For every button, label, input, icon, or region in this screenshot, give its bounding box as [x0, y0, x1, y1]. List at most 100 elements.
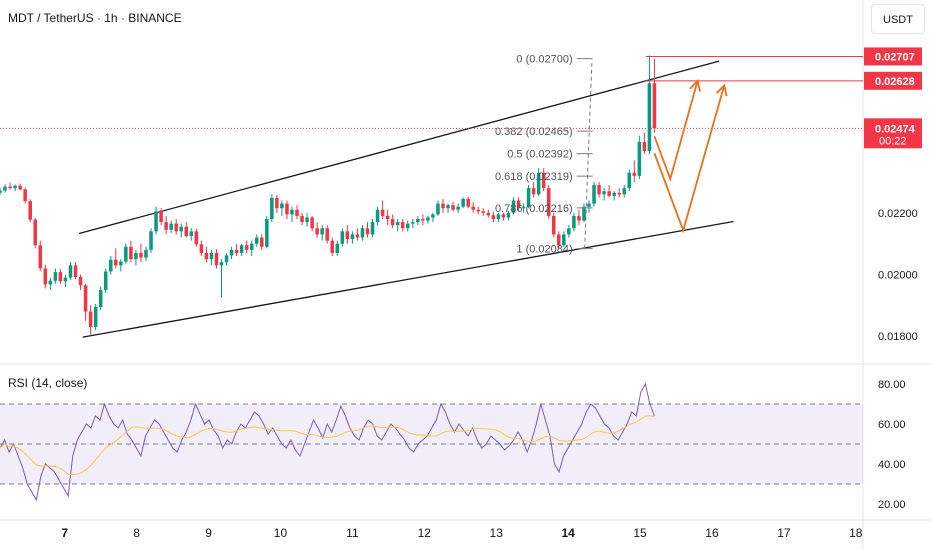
candle-body	[557, 234, 561, 246]
candle-body	[511, 200, 516, 213]
candle-body	[58, 272, 63, 282]
candle-body	[270, 198, 274, 220]
candle-body	[431, 214, 435, 218]
candle-body	[33, 219, 38, 246]
candle-body	[169, 223, 173, 230]
candle-body	[8, 186, 12, 189]
candle-body	[290, 209, 294, 215]
candle-body	[174, 223, 178, 232]
candle-body	[154, 211, 158, 232]
candle-body	[622, 188, 626, 195]
candle-body	[380, 209, 385, 216]
candle-body	[521, 206, 526, 209]
candle-body	[395, 222, 400, 226]
candle-body	[526, 188, 531, 207]
time-tick: 16	[705, 526, 719, 540]
time-tick: 9	[205, 526, 212, 540]
candle-body	[63, 277, 68, 282]
candle-body	[577, 215, 581, 221]
candle-body	[652, 83, 657, 129]
candle-body	[229, 249, 234, 256]
candles	[0, 55, 657, 335]
currency-button[interactable]: USDT	[871, 4, 925, 34]
projection-arrowhead	[715, 83, 728, 97]
candle-body	[83, 285, 88, 312]
rsi-moving-average	[0, 415, 655, 476]
time-tick: 11	[346, 526, 359, 540]
candle-body	[23, 189, 27, 202]
time-tick: 13	[490, 526, 504, 540]
rsi-label[interactable]: RSI (14, close)	[8, 376, 88, 390]
candle-body	[239, 245, 244, 253]
axes: 0.02200 0.02000 0.01800 0.02707 0.02628 0.024…	[61, 47, 922, 540]
candle-body	[496, 214, 501, 220]
candle-body	[345, 231, 350, 240]
candle-body	[567, 228, 571, 235]
candle-body	[18, 185, 22, 190]
time-tick: 14	[561, 526, 575, 540]
candle-body	[536, 172, 541, 195]
candle-body	[280, 203, 284, 209]
candle-body	[305, 217, 309, 223]
candle-body	[164, 222, 168, 230]
candle-body	[466, 198, 470, 207]
candle-body	[103, 271, 108, 290]
price-badge	[864, 47, 922, 66]
candle-body	[612, 192, 616, 196]
candle-body	[411, 222, 415, 224]
candle-body	[461, 198, 465, 207]
time-tick: 10	[274, 526, 288, 540]
projection-path	[653, 80, 699, 182]
candle-body	[194, 231, 199, 245]
time-tick: 8	[133, 526, 140, 540]
price-tick: 0.01800	[878, 331, 918, 343]
candle-body	[627, 172, 632, 189]
candle-body	[486, 212, 491, 216]
candle-body	[597, 185, 601, 195]
rsi-tick: 80.00	[878, 379, 906, 391]
fib-label-0.382: 0.382 (0.02465)	[495, 126, 573, 138]
candle-body	[73, 265, 78, 278]
candle-body	[385, 215, 390, 220]
trendline-lower-channel	[82, 220, 734, 338]
candle-body	[632, 172, 637, 176]
time-tick: 18	[849, 526, 863, 540]
candle-body	[68, 265, 73, 278]
candle-body	[642, 141, 647, 152]
candle-body	[265, 219, 269, 247]
candle-body	[446, 205, 450, 209]
candle-body	[189, 231, 194, 236]
symbol-title[interactable]: MDT / TetherUS · 1h · BINANCE	[8, 11, 182, 25]
candle-body	[275, 198, 279, 209]
time-tick: 15	[633, 526, 647, 540]
rsi-series	[0, 382, 863, 502]
candle-body	[350, 234, 355, 240]
candle-body	[179, 226, 183, 232]
candle-body	[13, 185, 17, 189]
candle-body	[184, 226, 189, 236]
rsi-tick: 60.00	[878, 419, 906, 431]
price-tick: 0.02000	[878, 270, 918, 282]
price-tick: 0.02200	[878, 208, 918, 220]
candle-body	[159, 211, 163, 223]
fibonacci-retracement: 0 (0.02700) 0.382 (0.02465) 0.5 (0.02392) 0…	[495, 54, 593, 256]
candle-body	[219, 262, 224, 266]
candle-body	[551, 215, 556, 235]
resistance-lines	[0, 55, 863, 129]
candle-body	[607, 191, 611, 196]
fib-label-0.618: 0.618 (0.02319)	[495, 171, 573, 183]
candle-body	[43, 268, 48, 285]
candle-body	[124, 246, 128, 262]
candle-body	[224, 255, 229, 263]
candle-body	[441, 203, 445, 209]
candle-body	[451, 205, 455, 210]
candle-body	[501, 214, 506, 218]
candle-body	[602, 191, 606, 195]
candle-body	[516, 200, 521, 209]
projection-path	[653, 85, 726, 234]
candle-body	[254, 237, 259, 244]
candle-body	[531, 188, 536, 195]
candle-body	[310, 217, 314, 229]
candle-body	[365, 228, 370, 235]
